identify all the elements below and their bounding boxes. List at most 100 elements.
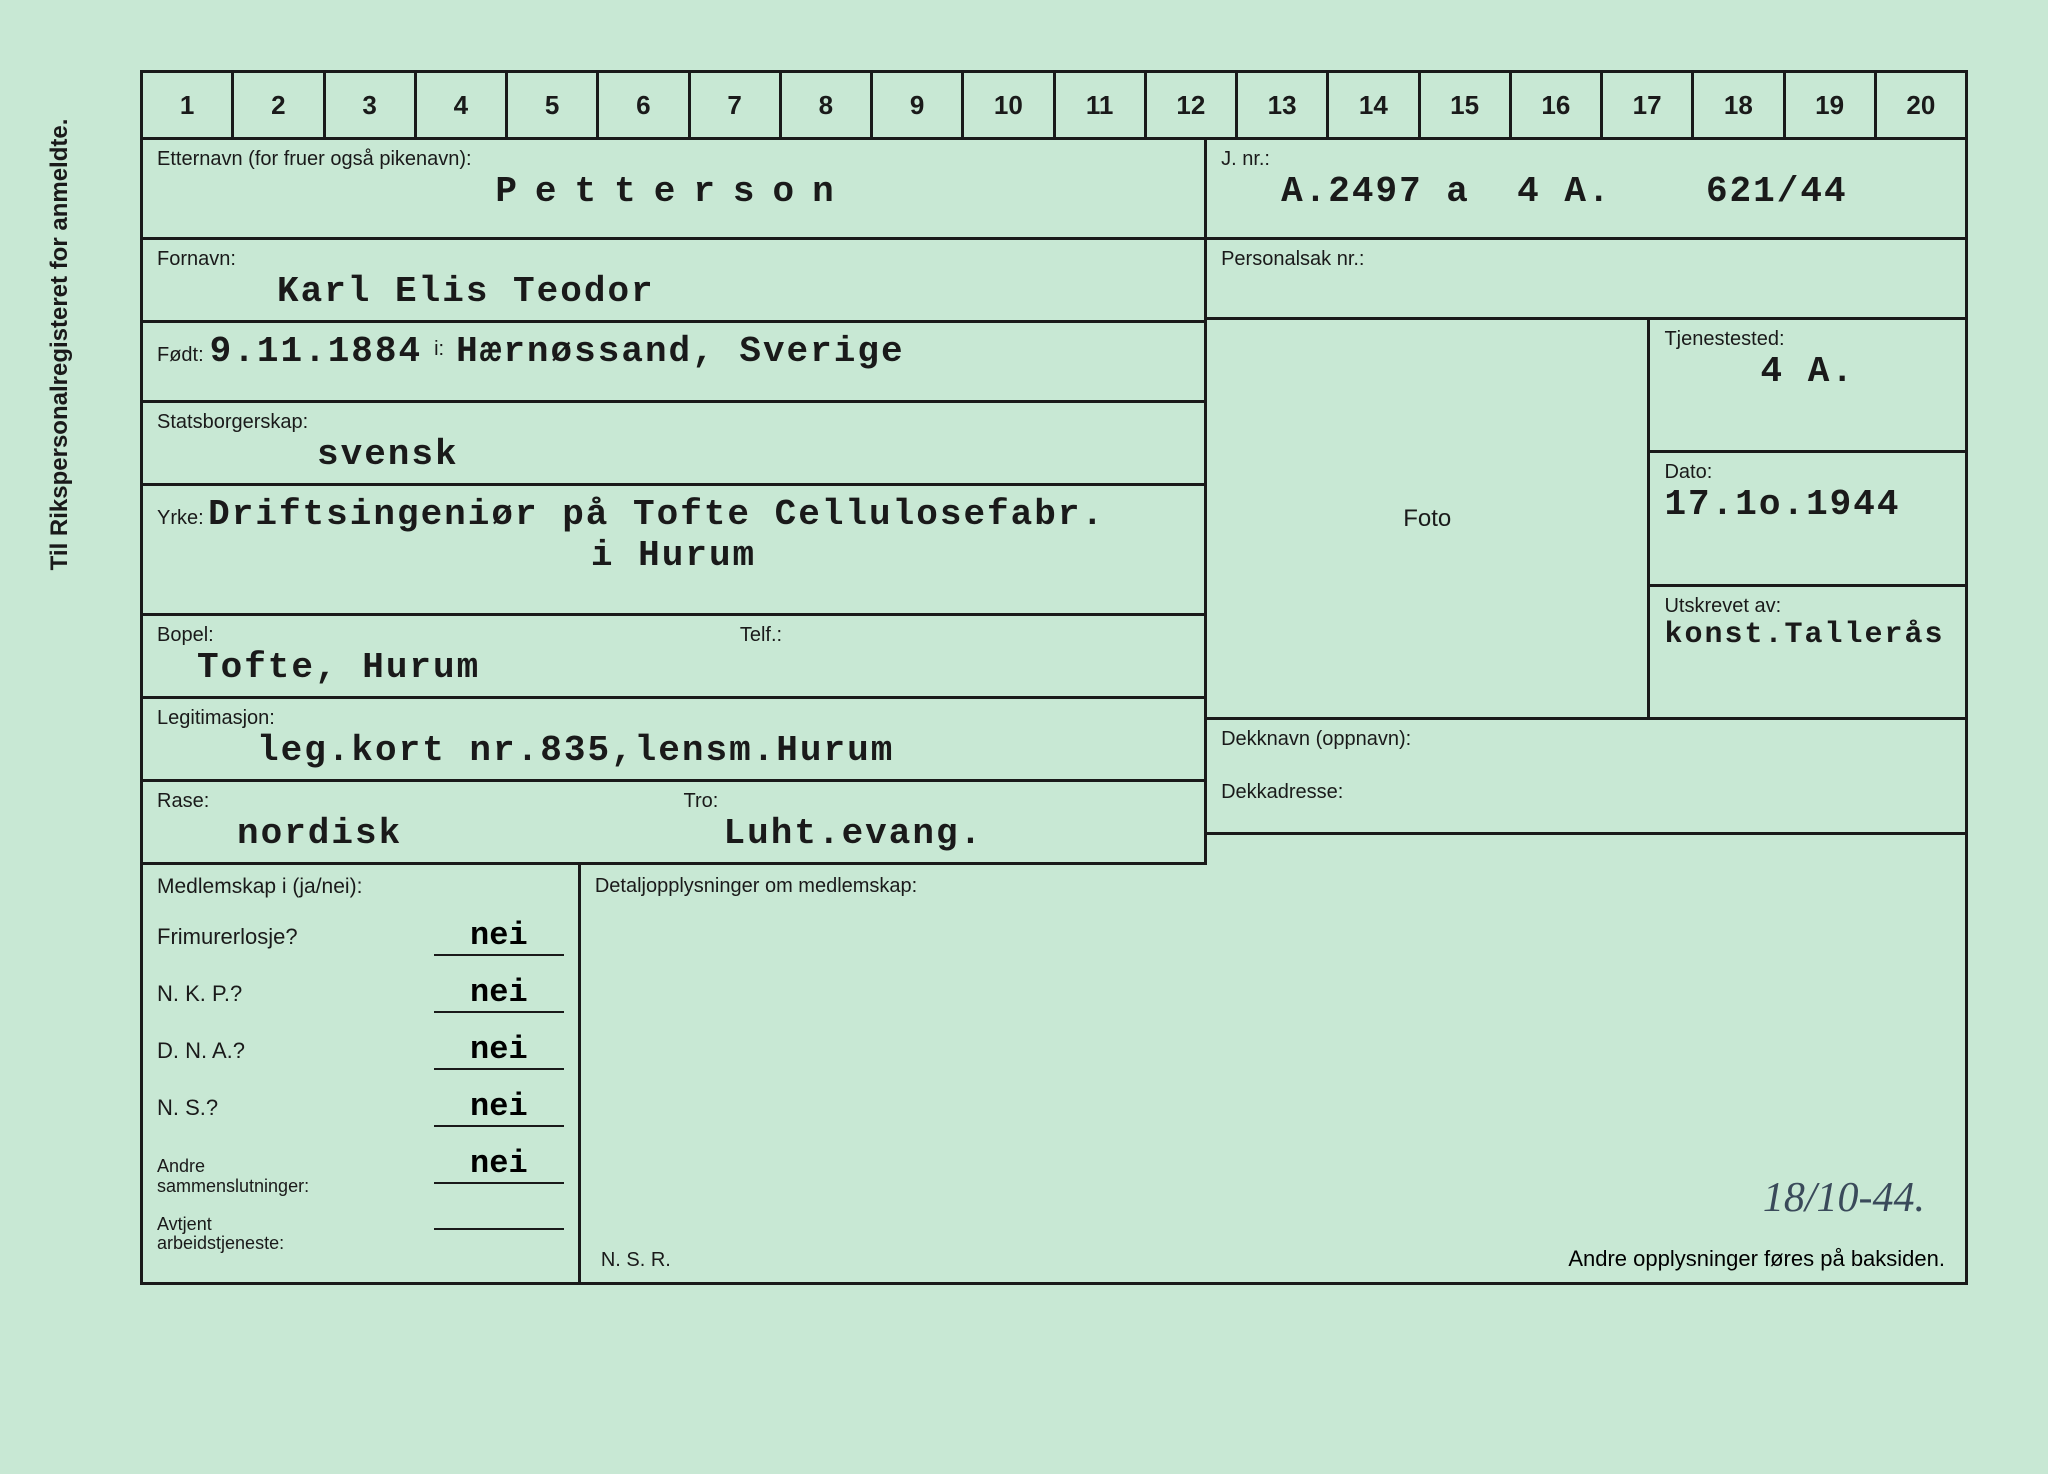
citizenship-label: Statsborgerskap: — [157, 411, 1190, 434]
avtjent-label-2: arbeidstjeneste: — [157, 1233, 284, 1253]
frimurer-label: Frimurerlosje? — [157, 924, 434, 950]
ruler-cell-14: 14 — [1326, 73, 1417, 137]
id-value: leg.kort nr.835,lensm.Hurum — [157, 730, 894, 771]
utskrevet-value: konst.Tallerås — [1664, 618, 1944, 652]
dekknavn-label: Dekknavn (oppnavn): — [1221, 728, 1951, 751]
dekkadresse-label: Dekkadresse: — [1221, 781, 1951, 804]
andre-value: nei — [434, 1145, 564, 1184]
ruler-cell-20: 20 — [1874, 73, 1965, 137]
andre-label-2: sammenslutninger: — [157, 1176, 309, 1196]
frimurer-row: Frimurerlosje? nei — [157, 917, 564, 956]
residence-label: Bopel: — [157, 624, 720, 647]
religion-label: Tro: — [684, 790, 1191, 813]
surname-value: Petterson — [157, 171, 1190, 212]
race-label: Rase: — [157, 790, 664, 813]
frimurer-value: nei — [434, 917, 564, 956]
jnr-row: J. nr.: A.2497 a 4 A. 621/44 — [1207, 140, 1965, 240]
avtjent-label: Avtjent arbeidstjeneste: — [157, 1215, 434, 1255]
firstname-label: Fornavn: — [157, 248, 1190, 271]
meta-column: Tjenestested: 4 A. Dato: 17.1o.1944 Utsk… — [1647, 320, 1965, 717]
ruler-cell-6: 6 — [596, 73, 687, 137]
ruler-cell-1: 1 — [140, 73, 231, 137]
residence-value: Tofte, Hurum — [157, 647, 480, 688]
occupation-line2: i Hurum — [157, 535, 1190, 576]
personalsak-label: Personalsak nr.: — [1221, 248, 1951, 271]
born-in-label: i: — [428, 338, 450, 361]
tjenestested-label: Tjenestested: — [1664, 328, 1951, 351]
religion-value: Luht.evang. — [684, 813, 984, 854]
foto-label: Foto — [1403, 505, 1451, 533]
citizenship-value: svensk — [157, 434, 459, 475]
andre-label-1: Andre — [157, 1156, 205, 1176]
citizenship-row: Statsborgerskap: svensk — [143, 403, 1204, 486]
born-label: Født: — [157, 344, 204, 367]
nkp-value: nei — [434, 974, 564, 1013]
dato-cell: Dato: 17.1o.1944 — [1650, 453, 1965, 586]
occupation-line1: Driftsingeniør på Tofte Cellulosefabr. — [208, 494, 1105, 535]
ruler-cell-18: 18 — [1691, 73, 1782, 137]
vertical-title: Til Rikspersonalregisteret for anmeldte. — [46, 119, 74, 571]
id-row: Legitimasjon: leg.kort nr.835,lensm.Huru… — [143, 699, 1204, 782]
occupation-label: Yrke: — [157, 507, 204, 529]
ruler-cell-8: 8 — [779, 73, 870, 137]
occupation-row: Yrke: Driftsingeniør på Tofte Cellulosef… — [143, 486, 1204, 616]
utskrevet-cell: Utskrevet av: konst.Tallerås — [1650, 587, 1965, 717]
handwritten-date: 18/10-44. — [1763, 1174, 1925, 1222]
left-column: Etternavn (for fruer også pikenavn): Pet… — [143, 140, 1204, 865]
foto-meta-row: Foto Tjenestested: 4 A. Dato: 17.1o.1944… — [1207, 320, 1965, 720]
race-religion-row: Rase: nordisk Tro: Luht.evang. — [143, 782, 1204, 865]
andre-label: Andre sammenslutninger: — [157, 1157, 434, 1197]
ruler-cell-3: 3 — [323, 73, 414, 137]
born-row: Født: 9.11.1884 i: Hærnøssand, Sverige — [143, 323, 1204, 403]
personalsak-row: Personalsak nr.: — [1207, 240, 1965, 320]
foto-area: Foto — [1207, 320, 1647, 717]
firstname-row: Fornavn: Karl Elis Teodor — [143, 240, 1204, 323]
avtjent-row: Avtjent arbeidstjeneste: — [157, 1215, 564, 1255]
id-label: Legitimasjon: — [157, 707, 1190, 730]
dekk-row: Dekknavn (oppnavn): Dekkadresse: — [1207, 720, 1965, 835]
dato-value: 17.1o.1944 — [1664, 484, 1900, 525]
ruler-cell-7: 7 — [688, 73, 779, 137]
nkp-label: N. K. P.? — [157, 981, 434, 1007]
membership-header: Medlemskap i (ja/nei): — [157, 875, 564, 899]
ruler-cell-15: 15 — [1418, 73, 1509, 137]
nsr-label: N. S. R. — [601, 1249, 671, 1272]
avtjent-value — [434, 1228, 564, 1230]
ns-row: N. S.? nei — [157, 1088, 564, 1127]
ruler-cell-11: 11 — [1053, 73, 1144, 137]
ruler-cell-17: 17 — [1600, 73, 1691, 137]
andre-row: Andre sammenslutninger: nei — [157, 1145, 564, 1197]
utskrevet-label: Utskrevet av: — [1664, 595, 1951, 618]
ruler-cell-13: 13 — [1235, 73, 1326, 137]
ruler-cell-5: 5 — [505, 73, 596, 137]
dna-row: D. N. A.? nei — [157, 1031, 564, 1070]
jnr-label: J. nr.: — [1221, 148, 1951, 171]
registration-card: Til Rikspersonalregisteret for anmeldte.… — [30, 30, 2018, 1444]
main-grid: Etternavn (for fruer også pikenavn): Pet… — [140, 140, 1968, 865]
firstname-value: Karl Elis Teodor — [157, 271, 655, 312]
right-column: J. nr.: A.2497 a 4 A. 621/44 Personalsak… — [1204, 140, 1965, 865]
ruler-cell-19: 19 — [1783, 73, 1874, 137]
detail-column: Detaljopplysninger om medlemskap: 18/10-… — [581, 865, 1965, 1282]
tjenestested-value: 4 A. — [1664, 351, 1951, 392]
ns-value: nei — [434, 1088, 564, 1127]
ns-label: N. S.? — [157, 1095, 434, 1121]
nkp-row: N. K. P.? nei — [157, 974, 564, 1013]
born-date: 9.11.1884 — [210, 331, 422, 372]
dato-label: Dato: — [1664, 461, 1951, 484]
footer-note: Andre opplysninger føres på baksiden. — [1568, 1246, 1945, 1272]
ruler-cell-10: 10 — [961, 73, 1052, 137]
surname-label: Etternavn (for fruer også pikenavn): — [157, 148, 1190, 171]
ruler-cell-16: 16 — [1509, 73, 1600, 137]
ruler-cell-2: 2 — [231, 73, 322, 137]
jnr-value: A.2497 a 4 A. 621/44 — [1221, 171, 1847, 212]
residence-row: Bopel: Tofte, Hurum Telf.: — [143, 616, 1204, 699]
ruler-cell-12: 12 — [1144, 73, 1235, 137]
number-ruler: 1234567891011121314151617181920 — [140, 70, 1968, 140]
avtjent-label-1: Avtjent — [157, 1214, 212, 1234]
bottom-section: Medlemskap i (ja/nei): Frimurerlosje? ne… — [140, 865, 1968, 1285]
surname-row: Etternavn (for fruer også pikenavn): Pet… — [143, 140, 1204, 240]
race-value: nordisk — [157, 813, 402, 854]
dna-label: D. N. A.? — [157, 1038, 434, 1064]
ruler-cell-4: 4 — [414, 73, 505, 137]
